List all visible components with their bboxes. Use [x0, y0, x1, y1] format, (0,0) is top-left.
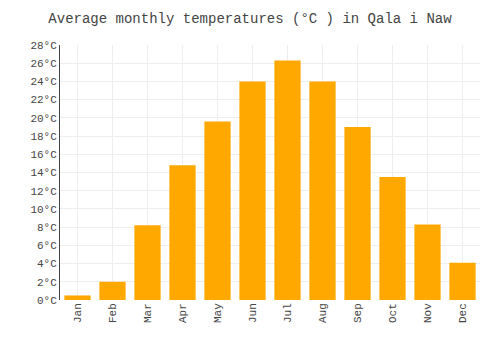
svg-text:26°C: 26°C: [30, 58, 57, 70]
svg-text:12°C: 12°C: [30, 186, 57, 198]
svg-text:24°C: 24°C: [30, 76, 57, 88]
svg-text:Jan: Jan: [72, 303, 84, 323]
svg-text:8°C: 8°C: [37, 222, 57, 234]
svg-text:22°C: 22°C: [30, 94, 57, 106]
svg-text:Aug: Aug: [317, 303, 329, 323]
svg-text:0°C: 0°C: [37, 295, 57, 307]
svg-text:18°C: 18°C: [30, 131, 57, 143]
svg-text:Nov: Nov: [422, 303, 434, 323]
svg-text:Apr: Apr: [177, 303, 189, 323]
svg-text:10°C: 10°C: [30, 204, 57, 216]
svg-text:14°C: 14°C: [30, 167, 57, 179]
svg-text:Mar: Mar: [142, 303, 154, 323]
svg-text:Jun: Jun: [247, 303, 259, 323]
svg-text:28°C: 28°C: [30, 40, 57, 52]
svg-text:May: May: [212, 303, 224, 323]
svg-text:Feb: Feb: [107, 303, 119, 323]
svg-text:20°C: 20°C: [30, 113, 57, 125]
svg-text:Sep: Sep: [352, 303, 364, 323]
svg-text:Dec: Dec: [457, 303, 469, 323]
svg-text:6°C: 6°C: [37, 240, 57, 252]
svg-text:Oct: Oct: [387, 303, 399, 323]
svg-text:Jul: Jul: [282, 303, 294, 323]
svg-text:2°C: 2°C: [37, 277, 57, 289]
svg-text:4°C: 4°C: [37, 258, 57, 270]
svg-text:16°C: 16°C: [30, 149, 57, 161]
svg-text:Average monthly temperatures (: Average monthly temperatures (°C ) in Qa…: [48, 11, 452, 27]
